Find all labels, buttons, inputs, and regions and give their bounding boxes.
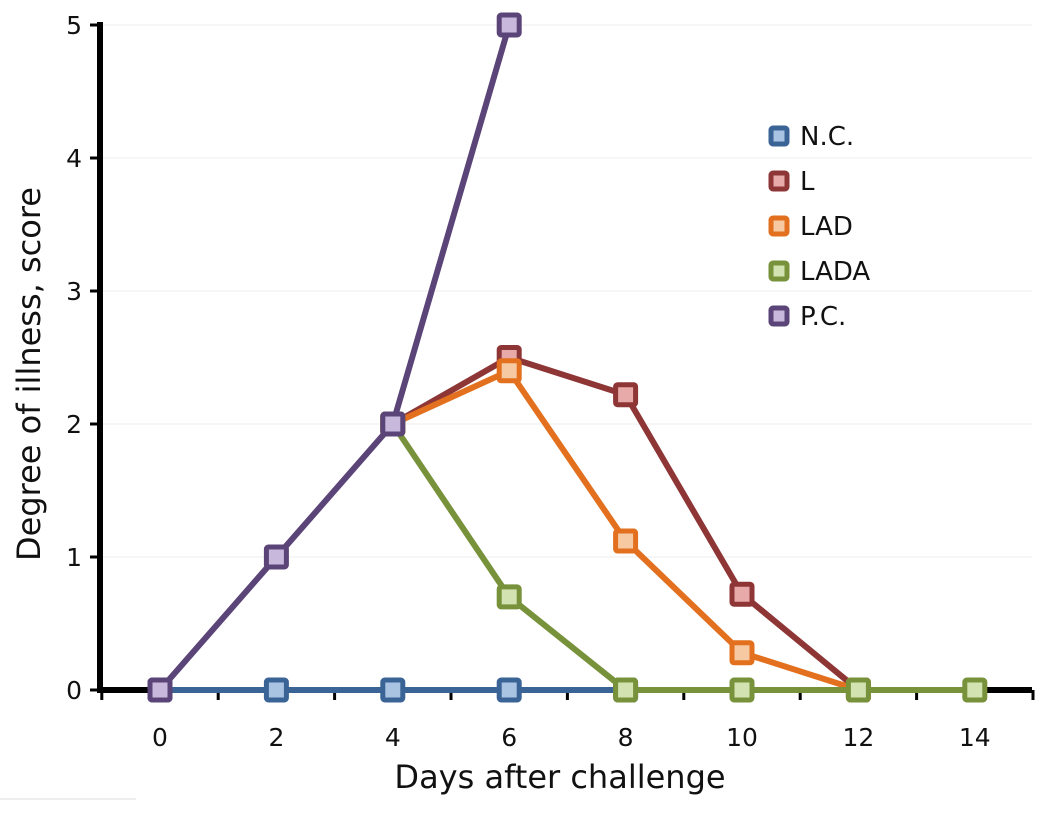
series-line-3: [390, 422, 975, 693]
series-4-point-0: [147, 677, 173, 703]
series-3-point-1: [496, 584, 522, 610]
series-4-point-3: [496, 12, 522, 38]
series-1-point-3: [729, 581, 755, 607]
series-2-point-3: [729, 640, 755, 666]
series-4: [147, 12, 522, 703]
legend-label-0: N.C.: [800, 122, 854, 152]
series-1-point-2: [613, 382, 639, 408]
y-tick-label-1: 1: [66, 543, 82, 572]
x-tick-label-6: 12: [842, 723, 874, 752]
x-tick-label-5: 10: [726, 723, 758, 752]
series-1: [380, 345, 871, 703]
x-tick-label-4: 8: [618, 723, 634, 752]
series-0-point-1: [263, 677, 289, 703]
series-3-point-5: [962, 677, 988, 703]
series-4-point-1: [263, 544, 289, 570]
legend-marker-1: [768, 170, 790, 192]
series: [147, 12, 988, 703]
legend-marker-4: [768, 305, 790, 327]
x-tick-label-7: 14: [959, 723, 991, 752]
series-2-point-2: [613, 528, 639, 554]
series-0-point-3: [496, 677, 522, 703]
y-tick-label-4: 4: [66, 144, 82, 173]
legend-label-4: P.C.: [800, 302, 846, 332]
y-axis-title: Degree of illness, score: [10, 187, 48, 561]
series-0-point-2: [380, 677, 406, 703]
series-4-point-2: [380, 411, 406, 437]
y-tick-label-5: 5: [66, 11, 82, 40]
legend-label-2: LAD: [800, 212, 853, 242]
y-tick-label-3: 3: [66, 277, 82, 306]
legend-label-3: LADA: [800, 257, 870, 287]
series-2: [380, 358, 871, 703]
series-3-point-3: [729, 677, 755, 703]
series-0: [147, 677, 639, 703]
y-tick-label-0: 0: [66, 676, 82, 705]
legend-marker-2: [768, 215, 790, 237]
x-tick-label-0: 0: [152, 723, 168, 752]
series-2-point-1: [496, 358, 522, 384]
series-3-point-2: [613, 677, 639, 703]
x-tick-label-1: 2: [268, 723, 284, 752]
legend-marker-3: [768, 260, 790, 282]
x-tick-label-3: 6: [501, 723, 517, 752]
series-3-point-4: [845, 677, 871, 703]
grid-lines: [100, 24, 1032, 558]
x-axis-title: Days after challenge: [394, 758, 725, 796]
legend: N.C. L LAD LADA P.C.: [768, 122, 870, 332]
x-tick-label-2: 4: [385, 723, 401, 752]
series-line-4: [157, 24, 513, 692]
legend-marker-0: [768, 125, 790, 147]
y-tick-label-2: 2: [66, 410, 82, 439]
legend-label-1: L: [800, 167, 815, 197]
